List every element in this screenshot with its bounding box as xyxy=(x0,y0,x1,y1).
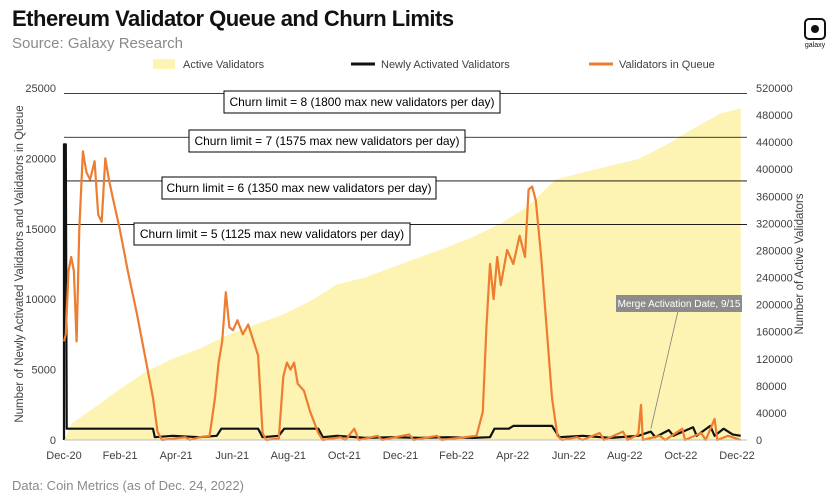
churn-label-text-0: Churn limit = 8 (1800 max new validators… xyxy=(229,95,494,109)
y-right-tick-label: 0 xyxy=(756,435,762,447)
churn-label-box-1 xyxy=(188,129,466,153)
x-tick-label: Feb-22 xyxy=(439,450,474,462)
chart-subtitle: Source: Galaxy Research xyxy=(12,35,183,52)
x-tick-label: Apr-22 xyxy=(496,450,529,462)
merge-annotation-text: Merge Activation Date, 9/15 xyxy=(618,299,741,310)
legend-label-newly: Newly Activated Validators xyxy=(381,59,510,71)
y-right-tick-label: 80000 xyxy=(756,381,787,393)
x-tick-label: Oct-21 xyxy=(328,450,361,462)
series-active-validators-area xyxy=(64,108,741,441)
x-tick-label: Aug-21 xyxy=(271,450,306,462)
legend-swatch-active xyxy=(153,59,175,69)
legend-label-queue: Validators in Queue xyxy=(619,59,715,71)
legend-label-active: Active Validators xyxy=(183,59,265,71)
y-right-tick-label: 240000 xyxy=(756,273,793,285)
x-tick-label: Dec-20 xyxy=(46,450,81,462)
churn-label-text-1: Churn limit = 7 (1575 max new validators… xyxy=(194,134,459,148)
y-right-tick-label: 120000 xyxy=(756,354,793,366)
x-tick-label: Dec-22 xyxy=(719,450,754,462)
y-right-tick-label: 160000 xyxy=(756,327,793,339)
y-right-axis-title: Number of Active Validators xyxy=(794,193,806,334)
galaxy-logo-text: galaxy xyxy=(804,42,826,49)
y-left-tick-label: 25000 xyxy=(25,83,56,95)
y-left-axis-title: Number of Newly Activated Validators and… xyxy=(14,105,26,422)
y-right-tick-label: 320000 xyxy=(756,218,793,230)
x-tick-label: Apr-21 xyxy=(160,450,193,462)
churn-label-box-3 xyxy=(133,222,411,246)
footer-source: Data: Coin Metrics (as of Dec. 24, 2022) xyxy=(12,478,244,493)
y-right-tick-label: 280000 xyxy=(756,245,793,257)
legend: Active Validators Newly Activated Validat… xyxy=(153,59,715,71)
axes: 0 5000 10000 15000 20000 25000 0 40000 80000 1200… xyxy=(14,83,806,462)
galaxy-logo: galaxy xyxy=(800,18,830,49)
y-left-tick-label: 20000 xyxy=(25,153,56,165)
churn-label-text-3: Churn limit = 5 (1125 max new validators… xyxy=(140,227,404,241)
y-left-tick-label: 0 xyxy=(50,435,56,447)
y-right-tick-label: 520000 xyxy=(756,83,793,95)
y-right-tick-label: 480000 xyxy=(756,110,793,122)
x-tick-label: Jun-22 xyxy=(552,450,586,462)
x-tick-label: Oct-22 xyxy=(664,450,697,462)
x-tick-label: Aug-22 xyxy=(607,450,642,462)
y-right-tick-label: 200000 xyxy=(756,300,793,312)
churn-label-box-0 xyxy=(223,90,501,114)
churn-label-box-2 xyxy=(161,176,437,200)
y-right-tick-label: 440000 xyxy=(756,137,793,149)
y-right-tick-label: 360000 xyxy=(756,191,793,203)
x-tick-label: Feb-21 xyxy=(103,450,138,462)
galaxy-logo-icon xyxy=(804,18,826,40)
churn-label-text-2: Churn limit = 6 (1350 max new validators… xyxy=(166,181,431,195)
merge-annotation-leader xyxy=(650,310,679,429)
y-left-tick-label: 15000 xyxy=(25,224,56,236)
chart-title: Ethereum Validator Queue and Churn Limit… xyxy=(12,6,454,31)
y-left-tick-label: 5000 xyxy=(32,365,56,377)
y-right-tick-label: 40000 xyxy=(756,408,787,420)
y-right-tick-label: 400000 xyxy=(756,164,793,176)
churn-labels: Churn limit = 8 (1800 max new validators… xyxy=(133,90,742,429)
x-tick-label: Jun-21 xyxy=(215,450,249,462)
y-left-tick-label: 10000 xyxy=(25,294,56,306)
x-tick-label: Dec-21 xyxy=(383,450,418,462)
merge-annotation-box xyxy=(616,295,742,312)
